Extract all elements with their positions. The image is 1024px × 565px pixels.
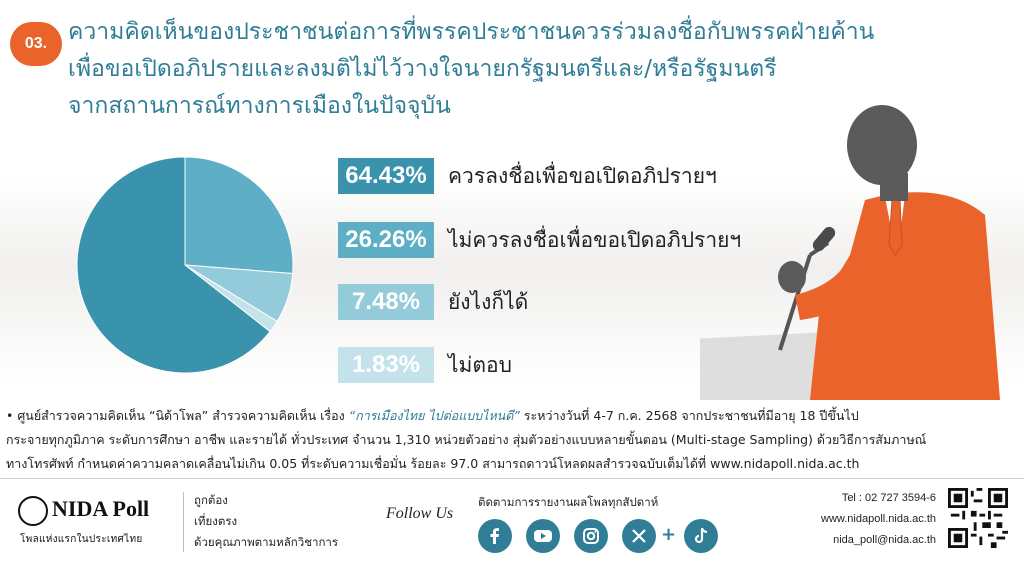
follow-us-label: Follow Us [386,505,454,522]
category-label: ไม่ตอบ [448,352,512,377]
note-text: • ศูนย์สำรวจความคิดเห็น “นิด้าโพล” สำรวจ… [6,408,349,423]
note-line-3: ทางโทรศัพท์ กำหนดค่าความคลาดเคลื่อนไม่เก… [6,456,860,471]
logo-tagline: โพลแห่งแรกในประเทศไทย [20,534,143,545]
legend-item: 1.83% ไม่ตอบ [338,345,512,385]
legend-item: 26.26% ไม่ควรลงชื่อเพื่อขอเปิดอภิปรายฯ [338,220,741,260]
value-item: ถูกต้อง [194,493,228,507]
tiktok-icon[interactable] [684,519,718,553]
category-label: ไม่ควรลงชื่อเพื่อขอเปิดอภิปรายฯ [448,227,742,252]
footer-divider [0,478,1024,479]
value-item: เที่ยงตรง [194,514,238,528]
note-line-1: • ศูนย์สำรวจความคิดเห็น “นิด้าโพล” สำรวจ… [6,404,1018,428]
phone-number: Tel : 02 727 3594-6 [841,492,936,504]
note-text: ระหว่างวันที่ 4-7 ก.ค. 2568 จากประชาชนที… [519,408,859,423]
facebook-icon[interactable] [478,519,512,553]
pie-slice [76,156,271,374]
legend-item: 7.48% ยังไงก็ได้ [338,282,528,322]
title-line: ความคิดเห็นของประชาชนต่อการที่พรรคประชาช… [68,19,875,45]
value-label: 26.26% [338,222,434,258]
nida-emblem-icon [18,496,48,526]
question-number-badge: 03. [10,22,62,66]
pie-slice [184,156,294,275]
value-label: 1.83% [338,347,434,383]
value-item: ด้วยคุณภาพตามหลักวิชาการ [194,535,339,549]
pie-chart [76,156,294,374]
legend-item: 64.43% ควรลงชื่อเพื่อขอเปิดอภิปรายฯ [338,156,717,196]
email-address[interactable]: nida_poll@nida.ac.th [833,534,936,546]
survey-topic: “การเมืองไทย ไปต่อแบบไหนดี” [348,408,520,423]
title-line: เพื่อขอเปิดอภิปรายและลงมติไม่ไว้วางใจนาย… [68,56,777,82]
youtube-icon[interactable] [526,519,560,553]
note-line-2: กระจายทุกภูมิภาค ระดับการศึกษา อาชีพ และ… [6,432,927,447]
speaker-illustration [700,105,1000,400]
value-label: 64.43% [338,158,434,194]
qr-code-icon[interactable] [948,488,1008,548]
category-label: ยังไงก็ได้ [448,289,529,314]
category-label: ควรลงชื่อเพื่อขอเปิดอภิปรายฯ [448,163,717,188]
plus-sign: + [661,524,677,545]
social-title: ติดตามการรายงานผลโพลทุกสัปดาห์ [478,495,659,509]
survey-note: • ศูนย์สำรวจความคิดเห็น “นิด้าโพล” สำรวจ… [6,404,1018,476]
logo-text: NIDA Poll [52,496,150,521]
value-label: 7.48% [338,284,434,320]
nida-poll-logo: NIDA Poll โพลแห่งแรกในประเทศไทย [18,492,178,548]
contact-info: Tel : 02 727 3594-6 www.nidapoll.nida.ac… [821,488,936,551]
title-line: จากสถานการณ์ทางการเมืองในปัจจุบัน [68,93,451,119]
footer-separator [183,492,184,552]
website-link[interactable]: www.nidapoll.nida.ac.th [821,513,936,525]
x-icon[interactable] [622,519,656,553]
instagram-icon[interactable] [574,519,608,553]
values-list: ถูกต้อง เที่ยงตรง ด้วยคุณภาพตามหลักวิชาก… [194,490,338,553]
page-title: ความคิดเห็นของประชาชนต่อการที่พรรคประชาช… [68,14,948,125]
